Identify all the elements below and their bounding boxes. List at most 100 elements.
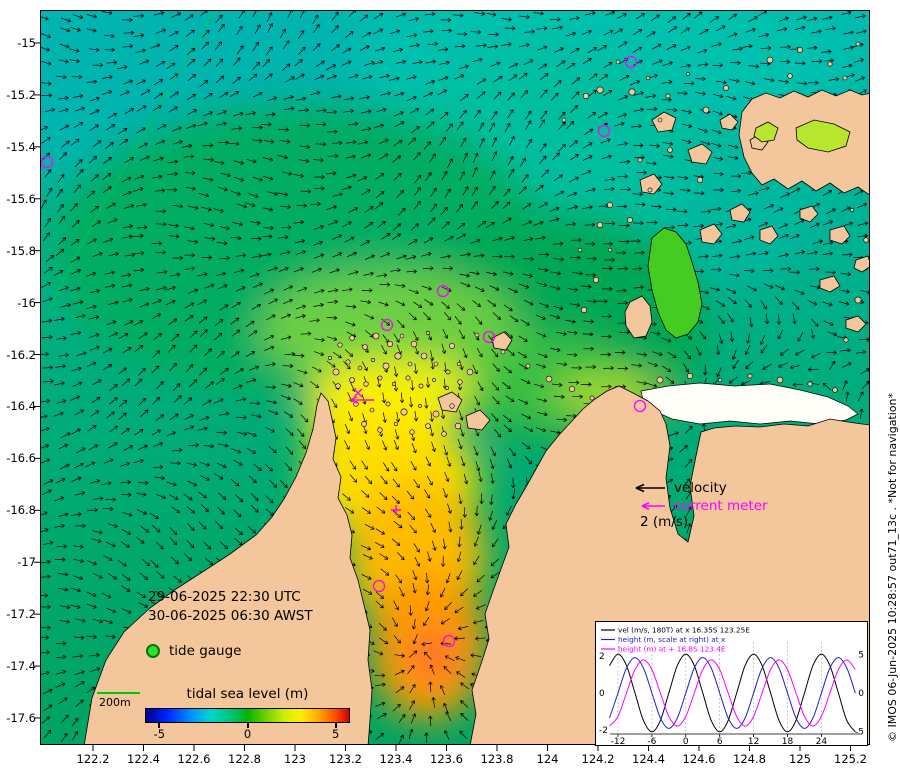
inset-x-tick-label: 24 <box>816 737 828 745</box>
x-tick-label: 123.8 <box>480 752 514 766</box>
current-meter-site <box>482 330 496 344</box>
inset-series <box>609 657 856 729</box>
current-meter-site <box>436 284 450 298</box>
x-tick-label: 122.4 <box>127 752 160 766</box>
inset-series <box>609 659 856 727</box>
x-tick-label: 123.6 <box>430 752 463 766</box>
inset-x-tick-label: 12 <box>748 737 759 745</box>
y-tick-label: -17 <box>17 555 36 570</box>
colorbar-tick-label: -5 <box>153 727 166 741</box>
current-meter-legend-label: current meter <box>674 498 768 514</box>
x-tick-label: 125 <box>789 752 811 766</box>
green-island <box>647 227 703 339</box>
island <box>437 391 463 413</box>
island <box>687 143 713 165</box>
inset-legend-label: height (m) at + 16.8S 123.4E <box>618 645 726 654</box>
x-tick-label: 124.4 <box>632 752 665 766</box>
y-tick-label: -16 <box>17 295 36 310</box>
tide-gauge-marker <box>146 644 160 658</box>
scalebar-label: 200m <box>99 696 131 709</box>
x-tick-label: 122.2 <box>76 752 110 766</box>
current-meter-arrow <box>349 396 374 404</box>
island <box>699 223 723 245</box>
sea-level-color-field <box>40 10 850 720</box>
x-tick-label: 122.6 <box>177 752 211 766</box>
x-tick-label: 124.6 <box>682 752 716 766</box>
y-tick-label: -15.6 <box>6 191 36 206</box>
inset-y-left-tick-label: -2 <box>599 726 608 736</box>
current-meter-arrow-icon <box>641 502 665 510</box>
current-meter-site <box>372 579 386 593</box>
island <box>651 111 677 133</box>
colorbar-tick-label: 5 <box>331 727 340 741</box>
watermark: © IMOS 06-Jun-2025 10:28:57 out71_13c . … <box>886 392 899 742</box>
island <box>719 113 739 131</box>
shoal-island <box>795 119 851 153</box>
velocity-scale-label: 2 (m/s) <box>640 514 689 530</box>
y-tick-label: -17.6 <box>6 710 36 725</box>
x-tick-label: 123.4 <box>379 752 413 766</box>
island <box>759 225 779 245</box>
y-tick-label: -15.8 <box>6 243 36 258</box>
colorbar-tick <box>334 723 337 728</box>
inset-legend-label: vel (m/s, 180T) at x 16.35S 123.25E <box>618 626 750 635</box>
inset-series <box>609 653 856 733</box>
current-meter-site <box>40 155 54 169</box>
inset-y-left-tick-label: 2 <box>599 652 605 662</box>
inset-y-right-tick-label: 5 <box>858 651 864 661</box>
inset-x-tick-label: 6 <box>717 737 723 745</box>
current-meter-site <box>633 399 647 413</box>
y-tick-label: -17.4 <box>6 659 36 674</box>
colorbar-title: tidal sea level (m) <box>186 686 309 702</box>
y-tick-label: -15 <box>17 36 36 50</box>
island <box>819 275 841 293</box>
inset-x-tick-label: -6 <box>647 737 656 745</box>
shoal-island <box>753 121 779 143</box>
x-tick-label: 124.2 <box>581 752 615 766</box>
inset-timeseries-chart: -12 -6 0 6 12 18 24 2 0 -2 5 0 -5 vel (m/s, 180T) at … <box>595 621 868 748</box>
island <box>624 295 653 339</box>
x-tick-label: 123.2 <box>329 752 362 766</box>
timestamp-utc: 29-06-2025 22:30 UTC <box>148 589 301 605</box>
inset-x-tick-label: 0 <box>683 737 689 745</box>
x-tick-label: 124.8 <box>733 752 766 766</box>
x-tick-label: 125.2 <box>834 752 867 766</box>
island <box>639 173 663 195</box>
timestamp-awst: 30-06-2025 06:30 AWST <box>148 608 313 624</box>
island <box>853 255 870 273</box>
velocity-legend-label: velocity <box>674 480 727 496</box>
y-tick-label: -17.2 <box>6 607 36 622</box>
x-tick-label: 122.8 <box>228 752 261 766</box>
inset-x-tick-label: -12 <box>611 737 626 745</box>
island <box>799 205 819 223</box>
y-tick-label: -16.4 <box>6 399 36 414</box>
isobath-200m-contour <box>40 10 216 331</box>
islet-dots <box>327 41 869 437</box>
plot-frame <box>40 10 870 745</box>
y-tick-label: -15.4 <box>6 139 36 154</box>
colorbar-tick <box>158 723 161 728</box>
island <box>729 203 751 223</box>
colorbar-tick <box>246 723 249 728</box>
station-x-marker <box>353 388 363 398</box>
current-meter-markers <box>40 55 647 648</box>
x-tick-label: 124 <box>536 752 559 766</box>
x-tick-label: 123 <box>284 752 306 766</box>
island <box>829 225 851 245</box>
colorbar <box>145 708 350 723</box>
inset-chart-canvas: -12 -6 0 6 12 18 24 2 0 -2 5 0 -5 vel (m/s, 180T) at … <box>599 626 864 748</box>
island <box>465 409 491 431</box>
inset-y-left-tick-label: 0 <box>599 689 605 699</box>
station-plus-marker <box>391 505 401 515</box>
island <box>491 331 513 351</box>
y-tick-label: -15.2 <box>6 87 36 102</box>
colorbar-tick-label: 0 <box>243 727 252 741</box>
y-tick-label: -16.2 <box>6 347 36 362</box>
tide-gauge-label: tide gauge <box>169 643 242 659</box>
current-meter-site <box>597 124 611 138</box>
current-meter-site <box>624 55 638 69</box>
timestamp: 29-06-2025 22:30 UTC 30-06-2025 06:30 AW… <box>148 588 313 626</box>
scalebar-line <box>97 692 140 694</box>
